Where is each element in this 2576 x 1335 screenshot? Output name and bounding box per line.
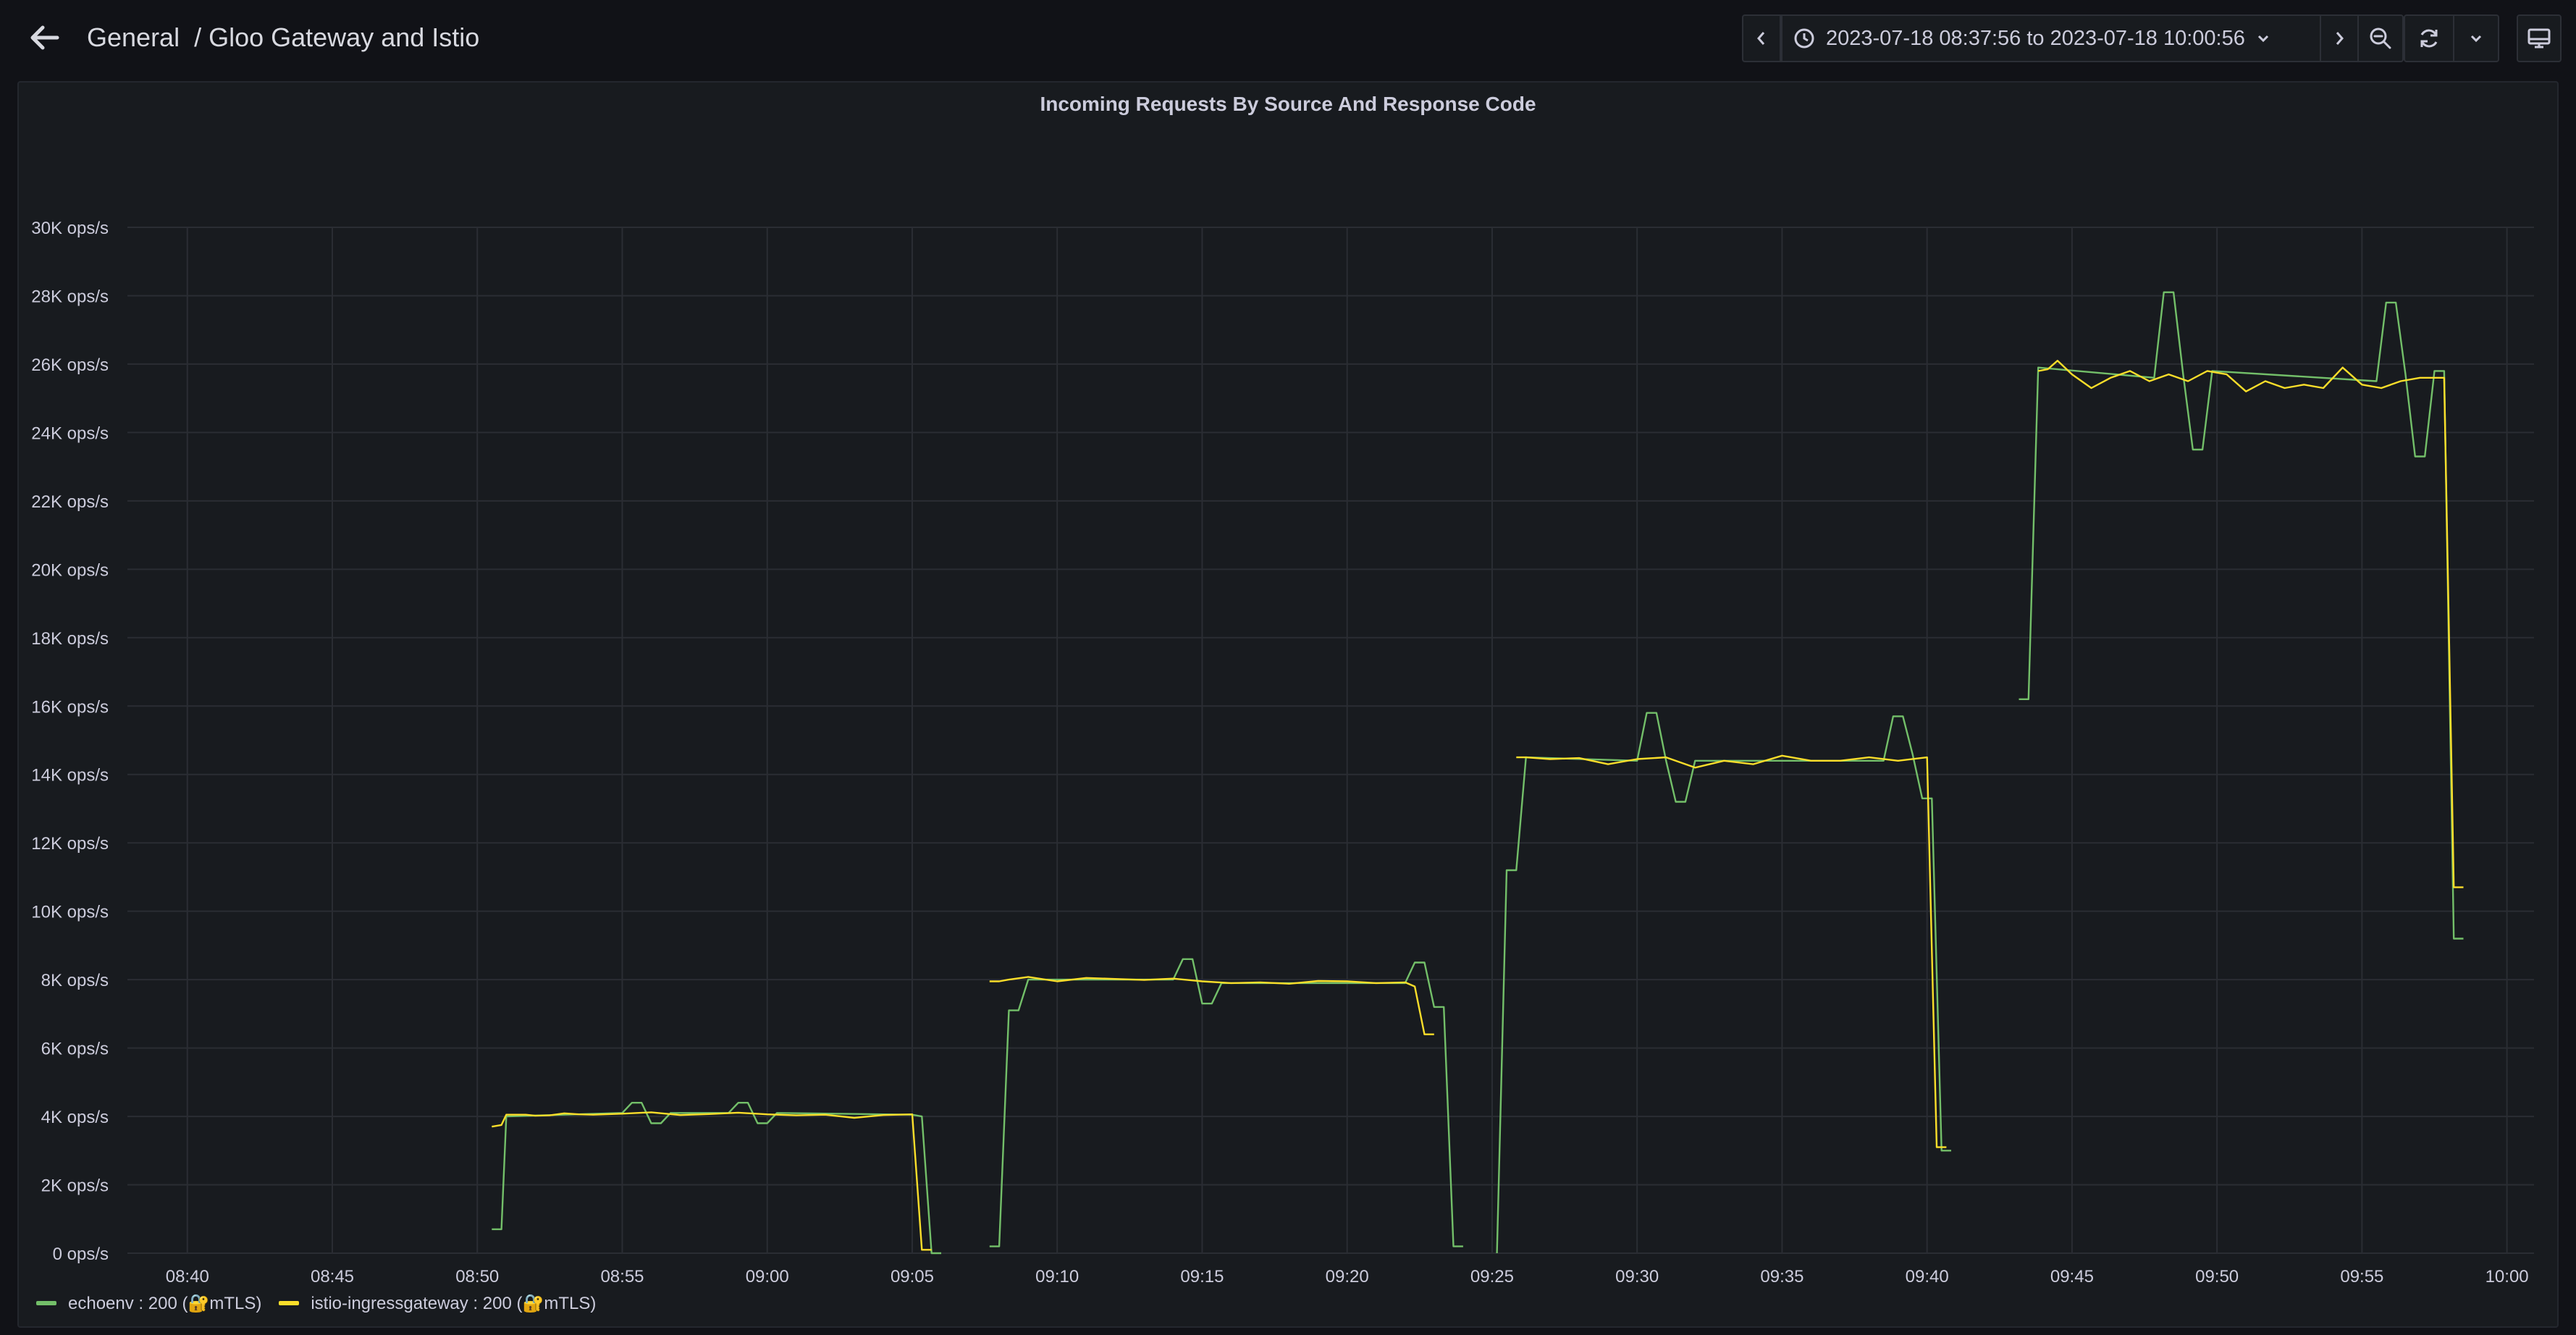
x-tick-label: 09:40: [1906, 1267, 1949, 1286]
time-picker-button[interactable]: 2023-07-18 08:37:56 to 2023-07-18 10:00:…: [1781, 14, 2321, 62]
refresh-icon: [2420, 29, 2438, 48]
time-shift-forward-button[interactable]: [2320, 14, 2359, 62]
breadcrumb-separator: /: [194, 22, 202, 52]
clock-icon: [1794, 28, 1814, 49]
time-range-label: 2023-07-18 08:37:56 to 2023-07-18 10:00:…: [1826, 26, 2245, 50]
time-shift-back-button[interactable]: [1742, 14, 1781, 62]
x-tick-label: 09:20: [1326, 1267, 1369, 1286]
tv-icon: [2527, 28, 2551, 49]
y-tick-label: 26K ops/s: [31, 355, 109, 375]
echoenv-series-line[interactable]: [492, 1101, 941, 1255]
refresh-button[interactable]: [2404, 14, 2454, 62]
y-tick-label: 4K ops/s: [41, 1108, 109, 1127]
y-tick-label: 0 ops/s: [53, 1245, 109, 1264]
x-tick-label: 09:55: [2340, 1267, 2383, 1286]
x-tick-label: 09:15: [1180, 1267, 1224, 1286]
chart-legend: echoenv : 200 (🔐mTLS) istio-ingressgatewa…: [36, 1290, 613, 1316]
legend-item[interactable]: istio-ingressgateway : 200 (🔐mTLS): [279, 1293, 596, 1314]
y-tick-label: 20K ops/s: [31, 560, 109, 580]
back-button[interactable]: [23, 17, 65, 58]
panel-title[interactable]: Incoming Requests By Source And Response…: [1040, 93, 1536, 115]
y-tick-label: 22K ops/s: [31, 492, 109, 512]
x-tick-label: 08:50: [455, 1267, 499, 1286]
graph-panel[interactable]: Incoming Requests By Source And Response…: [17, 81, 2559, 1328]
legend-label: echoenv : 200 (🔐mTLS): [68, 1293, 262, 1313]
chevron-down-icon: [2257, 35, 2268, 43]
y-tick-label: 28K ops/s: [31, 287, 109, 306]
breadcrumb: General / Gloo Gateway and Istio: [87, 20, 479, 55]
y-tick-label: 2K ops/s: [41, 1176, 109, 1196]
x-tick-label: 09:50: [2195, 1267, 2239, 1286]
x-tick-label: 09:10: [1035, 1267, 1079, 1286]
echoenv-series-line[interactable]: [989, 958, 1463, 1247]
y-tick-label: 24K ops/s: [31, 424, 109, 443]
chevron-down-icon: [2470, 35, 2482, 43]
zoom-out-button[interactable]: [2357, 14, 2404, 62]
istio-ingressgateway-series-line[interactable]: [1516, 754, 1947, 1148]
y-tick-label: 12K ops/s: [31, 834, 109, 854]
y-tick-label: 18K ops/s: [31, 629, 109, 649]
x-tick-label: 10:00: [2485, 1267, 2529, 1286]
breadcrumb-folder-link[interactable]: General: [87, 22, 180, 52]
x-tick-label: 09:25: [1470, 1267, 1514, 1286]
chevron-right-icon: [2336, 32, 2344, 45]
x-tick-label: 08:55: [600, 1267, 644, 1286]
y-tick-label: 14K ops/s: [31, 766, 109, 786]
dashboard-title[interactable]: Gloo Gateway and Istio: [209, 22, 480, 52]
y-tick-label: 30K ops/s: [31, 219, 109, 238]
x-tick-label: 09:45: [2050, 1267, 2094, 1286]
x-tick-label: 08:45: [311, 1267, 354, 1286]
istio-ingressgateway-series-line[interactable]: [989, 976, 1434, 1035]
legend-swatch: [279, 1301, 300, 1305]
legend-label: istio-ingressgateway : 200 (🔐mTLS): [311, 1293, 597, 1313]
chevron-left-icon: [1757, 32, 1765, 45]
echoenv-series-line[interactable]: [2019, 291, 2464, 940]
chart-area[interactable]: 0 ops/s 2K ops/s 4K ops/s 6K ops/s 8K ops/s 1…: [19, 83, 2557, 1326]
x-tick-label: 09:00: [746, 1267, 789, 1286]
y-tick-label: 8K ops/s: [41, 971, 109, 990]
echoenv-series-line[interactable]: [1496, 712, 1951, 1254]
x-tick-label: 09:35: [1760, 1267, 1803, 1286]
istio-ingressgateway-series-line[interactable]: [492, 1111, 932, 1251]
refresh-interval-dropdown[interactable]: [2453, 14, 2499, 62]
y-tick-label: 6K ops/s: [41, 1040, 109, 1059]
y-tick-label: 16K ops/s: [31, 697, 109, 717]
arrow-left-icon: [30, 25, 59, 50]
zoom-out-icon: [2370, 28, 2391, 49]
x-tick-label: 09:05: [891, 1267, 934, 1286]
x-tick-label: 09:30: [1615, 1267, 1659, 1286]
dashboard-navbar: General / Gloo Gateway and Istio 2023-07…: [0, 0, 2576, 75]
legend-item[interactable]: echoenv : 200 (🔐mTLS): [36, 1293, 261, 1314]
x-tick-label: 08:40: [166, 1267, 209, 1286]
y-tick-label: 10K ops/s: [31, 903, 109, 922]
istio-ingressgateway-series-line[interactable]: [2037, 360, 2464, 888]
view-mode-button[interactable]: [2517, 14, 2562, 62]
legend-swatch: [36, 1301, 56, 1305]
